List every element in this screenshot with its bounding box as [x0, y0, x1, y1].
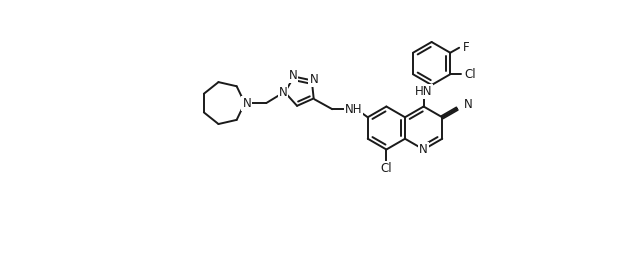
- Text: HN: HN: [415, 85, 433, 98]
- Text: Cl: Cl: [381, 162, 392, 175]
- Text: N: N: [289, 69, 297, 82]
- Text: N: N: [242, 96, 251, 110]
- Text: N: N: [419, 143, 428, 156]
- Text: Cl: Cl: [465, 68, 476, 81]
- Text: N: N: [464, 98, 473, 111]
- Text: F: F: [463, 41, 470, 54]
- Text: NH: NH: [345, 103, 363, 116]
- Text: N: N: [279, 86, 287, 99]
- Text: N: N: [310, 73, 318, 86]
